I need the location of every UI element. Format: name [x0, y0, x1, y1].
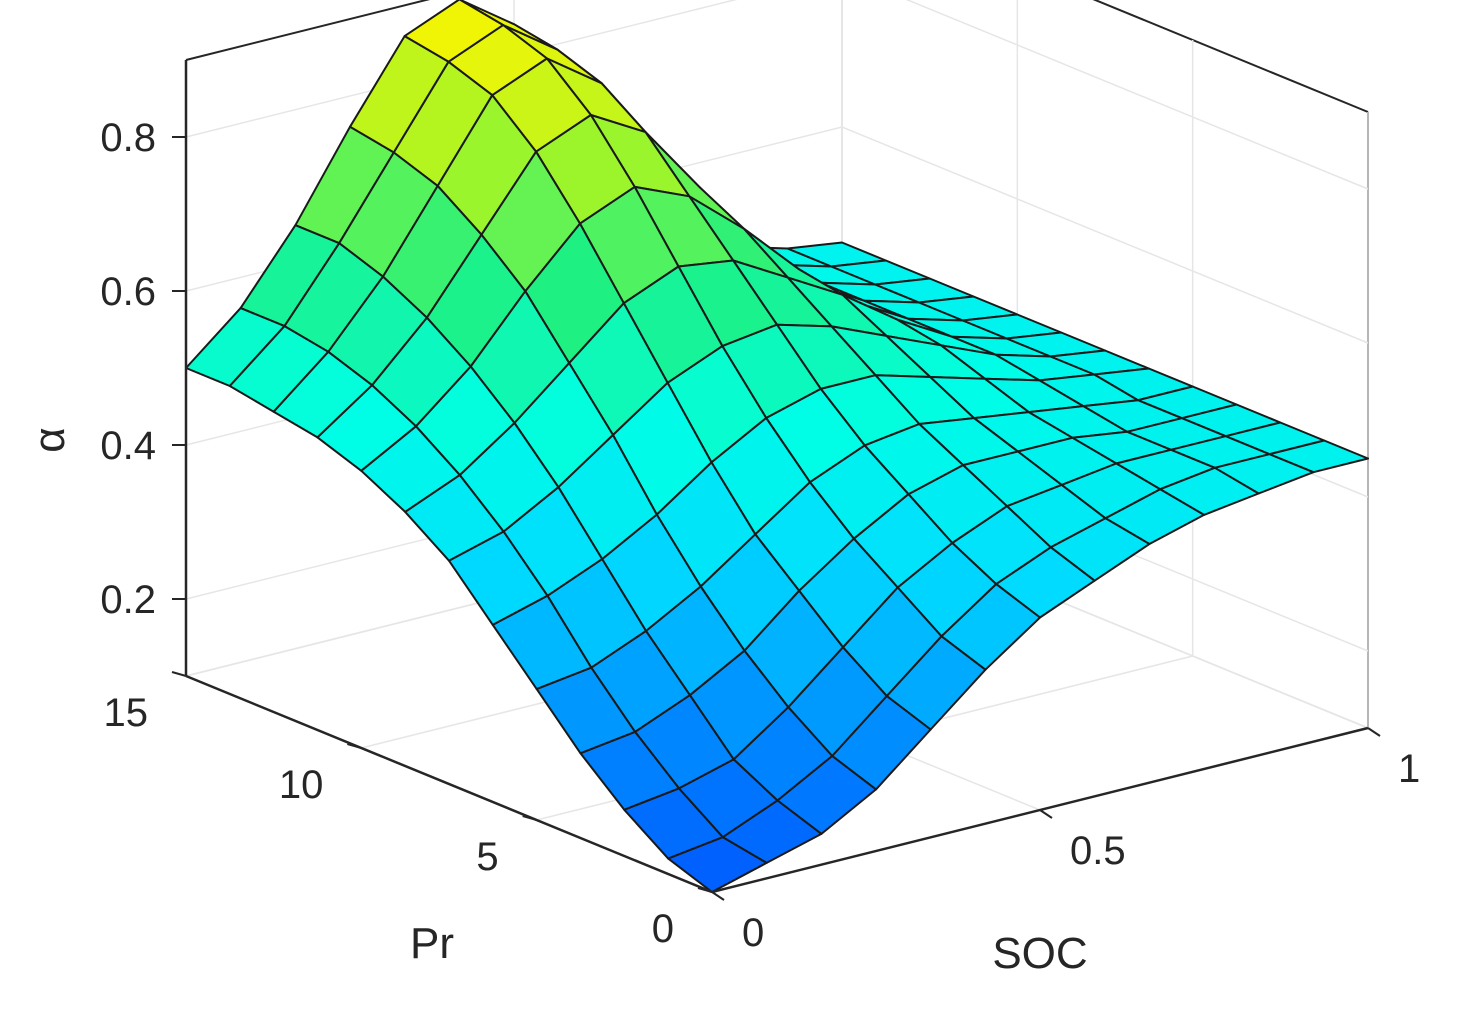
x-axis-label: SOC — [992, 929, 1087, 978]
x-tick-mark — [1039, 809, 1053, 819]
y-tick-mark — [171, 671, 187, 677]
surface-mesh — [185, 0, 1369, 893]
y-tick-mark — [347, 743, 362, 749]
z-grid-line — [905, 0, 1369, 190]
z-grid-line — [841, 126, 1369, 344]
y-axis-line — [185, 674, 713, 894]
z-tick-label: 0.4 — [100, 424, 156, 468]
x-tick-mark — [711, 891, 725, 901]
y-axis-label: Pr — [410, 919, 454, 968]
surface-patch — [667, 836, 768, 893]
x-tick-label: 0.5 — [1070, 829, 1126, 873]
box-edge — [185, 0, 431, 61]
x-tick-label: 1 — [1398, 747, 1420, 791]
y-tick-label: 10 — [279, 763, 324, 807]
x-tick-label: 0 — [742, 911, 764, 955]
z-axis-label: α — [25, 427, 74, 452]
y-tick-mark — [697, 887, 713, 893]
y-tick-label: 0 — [652, 907, 674, 951]
x-tick-mark — [1367, 727, 1381, 737]
z-tick-label: 0.8 — [100, 116, 156, 160]
y-tick-label: 15 — [104, 691, 149, 735]
y-tick-label: 5 — [476, 835, 498, 879]
z-tick-label: 0.6 — [100, 270, 156, 314]
box-edge — [1092, 0, 1369, 113]
y-tick-mark — [522, 815, 537, 821]
z-tick-label: 0.2 — [100, 578, 156, 622]
